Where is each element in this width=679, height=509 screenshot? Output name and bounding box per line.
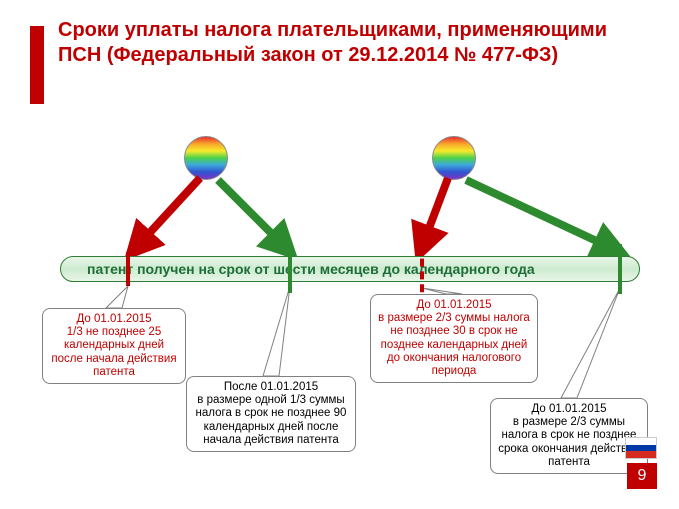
callout-tail: [263, 286, 290, 376]
callout-date: До 01.01.2015: [49, 313, 179, 326]
callout-date: До 01.01.2015: [377, 299, 531, 312]
flag-stripe-white: [626, 438, 656, 445]
timeline-tick: [618, 244, 622, 294]
callout-date: После 01.01.2015: [193, 381, 349, 394]
title-accent-bar: [30, 26, 44, 104]
callout-date: До 01.01.2015: [497, 403, 641, 416]
flag-ru: [625, 437, 657, 459]
callout-body: 1/3 не позднее 25 календарных дней после…: [49, 326, 179, 379]
callout-body: в размере 2/3 суммы налога в срок не поз…: [497, 416, 641, 469]
callout-box: После 01.01.2015в размере одной 1/3 сумм…: [186, 376, 356, 452]
callout-box: До 01.01.20151/3 не позднее 25 календарн…: [42, 308, 186, 384]
rainbow-node: [432, 136, 476, 180]
flag-stripe-red: [626, 451, 656, 458]
timeline-tick: [126, 252, 130, 286]
timeline-tick: [288, 245, 292, 293]
arrow: [132, 178, 200, 252]
flag-stripe-blue: [626, 445, 656, 452]
arrow: [420, 178, 448, 252]
callout-body: в размере одной 1/3 суммы налога в срок …: [193, 394, 349, 447]
callout-body: в размере 2/3 суммы налога не позднее 30…: [377, 312, 531, 378]
arrow: [466, 180, 620, 252]
rainbow-node: [184, 136, 228, 180]
page-number: 9: [627, 463, 657, 489]
slide-title: Сроки уплаты налога плательщиками, приме…: [58, 18, 618, 68]
callout-box: До 01.01.2015в размере 2/3 суммы налога …: [370, 294, 538, 383]
timeline-label: патент получен на срок от шести месяцев …: [87, 261, 535, 277]
callout-tail: [106, 286, 128, 308]
arrow: [218, 180, 290, 252]
timeline-bar: патент получен на срок от шести месяцев …: [60, 256, 640, 282]
callout-tail: [561, 288, 620, 398]
